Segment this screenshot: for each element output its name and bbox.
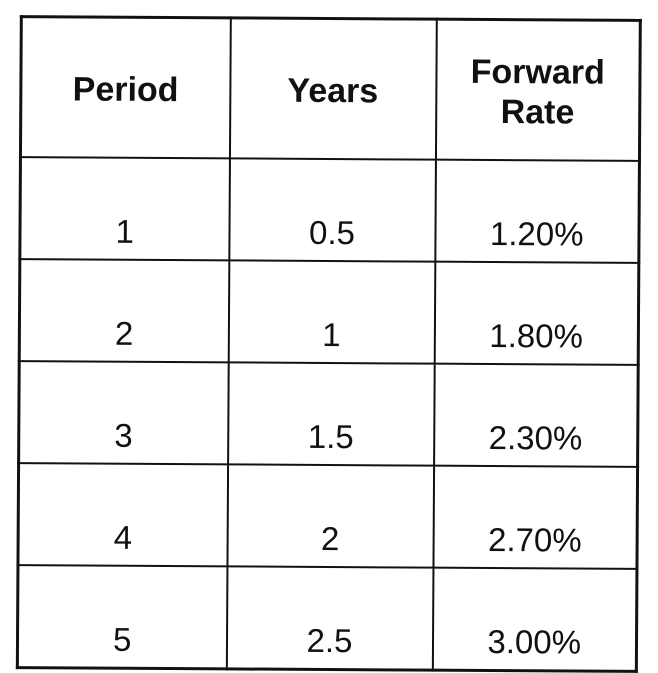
table-header: Period Years Forward Rate <box>20 16 641 161</box>
table-row: 3 1.5 2.30% <box>18 361 639 467</box>
cell-years: 2.5 <box>226 566 433 671</box>
header-row: Period Years Forward Rate <box>20 16 641 161</box>
table-row: 2 1 1.80% <box>19 259 639 365</box>
table-row: 4 2 2.70% <box>17 463 638 569</box>
cell-forward-rate: 2.70% <box>432 465 638 569</box>
cell-forward-rate: 1.80% <box>434 261 639 365</box>
cell-years: 1.5 <box>227 362 435 466</box>
cell-years: 0.5 <box>228 158 436 262</box>
cell-years: 2 <box>226 464 434 568</box>
header-forward-rate-line1: Forward <box>470 52 605 92</box>
cell-period: 1 <box>19 157 230 261</box>
header-period: Period <box>20 16 231 159</box>
table-row: 5 2.5 3.00% <box>17 565 637 672</box>
header-years: Years <box>229 17 437 160</box>
cell-period: 3 <box>18 361 229 465</box>
table-body: 1 0.5 1.20% 2 1 1.80% 3 1.5 2.30% 4 2 2.… <box>17 157 640 672</box>
cell-period: 2 <box>19 259 229 363</box>
cell-forward-rate: 2.30% <box>433 363 639 467</box>
forward-rate-table: Period Years Forward Rate 1 0.5 1.20% 2 … <box>15 15 642 673</box>
cell-period: 5 <box>17 565 227 669</box>
header-forward-rate-line2: Rate <box>500 93 575 132</box>
header-forward-rate: Forward Rate <box>435 19 641 161</box>
table-row: 1 0.5 1.20% <box>19 157 640 263</box>
cell-forward-rate: 3.00% <box>432 567 637 672</box>
forward-rate-table-container: Period Years Forward Rate 1 0.5 1.20% 2 … <box>15 15 642 673</box>
cell-forward-rate: 1.20% <box>434 159 640 263</box>
cell-years: 1 <box>228 260 435 364</box>
cell-period: 4 <box>17 463 228 567</box>
